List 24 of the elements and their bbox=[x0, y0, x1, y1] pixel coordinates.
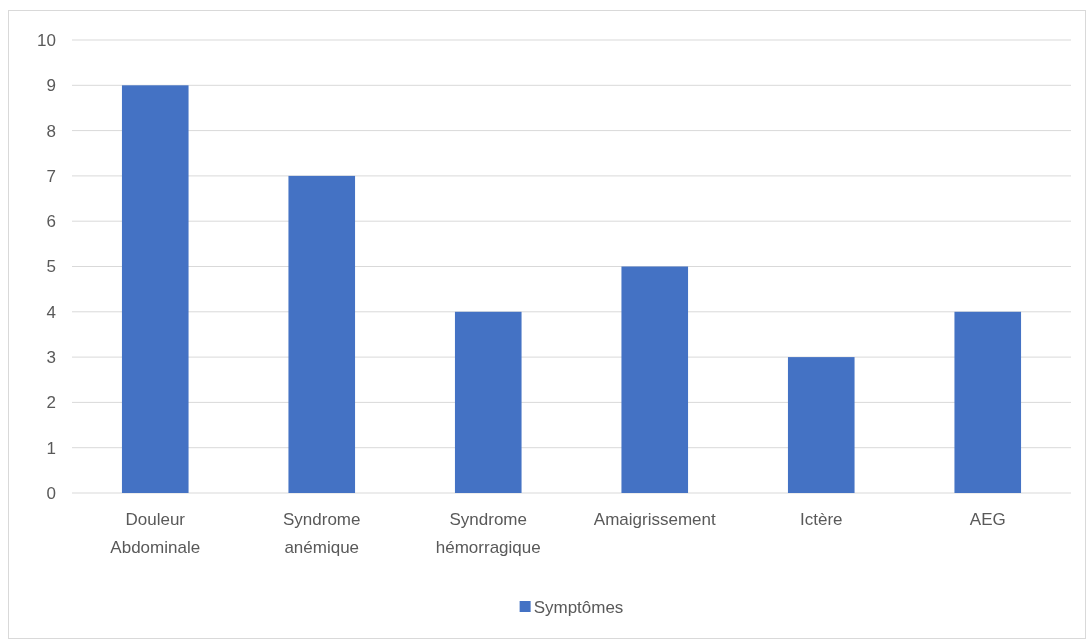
bar bbox=[787, 357, 855, 493]
y-tick-label: 0 bbox=[46, 483, 56, 503]
y-tick-label: 7 bbox=[46, 166, 56, 186]
x-tick-label: Ictère bbox=[799, 510, 843, 529]
y-tick-label: 2 bbox=[46, 393, 56, 413]
bar bbox=[288, 175, 356, 493]
bar bbox=[954, 311, 1022, 493]
bar bbox=[621, 266, 689, 493]
x-tick-label: Douleur Abdominale bbox=[110, 510, 201, 557]
x-tick-label: Amaigrissement bbox=[593, 510, 716, 529]
y-tick-label: 9 bbox=[46, 76, 56, 96]
x-tick-label: AEG bbox=[969, 510, 1006, 529]
y-tick-label: 8 bbox=[46, 121, 56, 141]
x-tick-label: Syndrome hémorragique bbox=[435, 510, 541, 557]
x-tick-label: Syndrome anémique bbox=[283, 510, 361, 557]
y-tick-label: 5 bbox=[46, 257, 56, 277]
y-tick-label: 1 bbox=[46, 438, 56, 458]
y-tick-label: 10 bbox=[37, 30, 56, 50]
y-tick-label: 6 bbox=[46, 212, 56, 232]
y-tick-label: 4 bbox=[46, 302, 56, 322]
y-tick-label: 3 bbox=[46, 348, 56, 368]
bar bbox=[121, 85, 189, 493]
bar bbox=[454, 311, 522, 493]
legend-label: Symptômes bbox=[533, 597, 624, 617]
